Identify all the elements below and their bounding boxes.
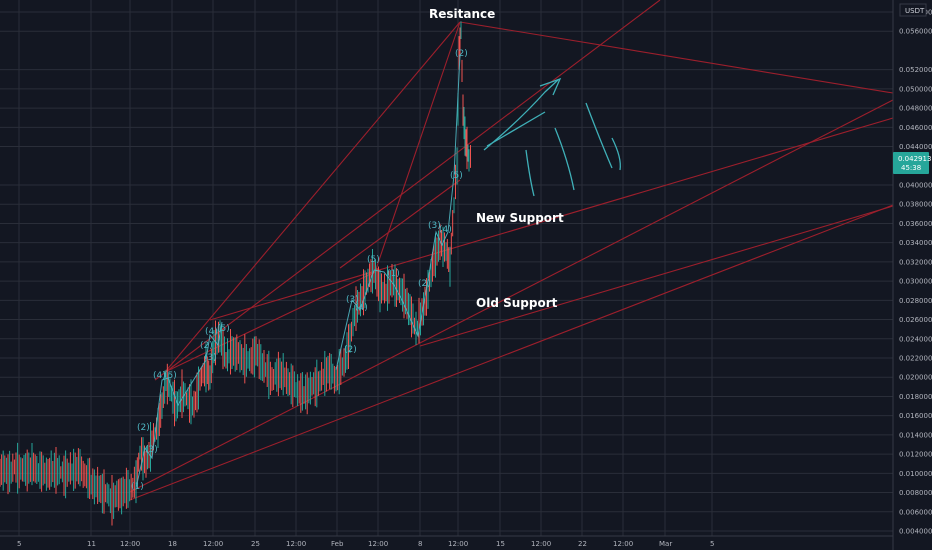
annotation-resistance: Resitance: [429, 7, 495, 21]
y-tick-label: 0.036000: [899, 220, 932, 228]
y-tick-label: 0.004000: [899, 528, 932, 536]
wave-label: (2): [455, 49, 468, 59]
x-tick-label: 12:00: [368, 540, 388, 548]
trendline: [164, 21, 461, 373]
x-tick-label: 12:00: [120, 540, 140, 548]
wave-label: (1): [131, 482, 144, 492]
wave-label: (2): [137, 423, 150, 433]
x-tick-label: 12:00: [531, 540, 551, 548]
wave-label: (5): [450, 171, 463, 181]
wave-label: (4): [153, 371, 166, 381]
y-tick-label: 0.044000: [899, 143, 932, 151]
y-tick-label: 0.024000: [899, 335, 932, 343]
wave-label: (2): [418, 279, 431, 289]
wave-label: (2): [200, 341, 213, 351]
annotation-new-support: New Support: [476, 211, 564, 225]
trendline: [154, 0, 661, 381]
y-tick-label: 0.012000: [899, 451, 932, 459]
trendline: [419, 205, 894, 347]
bar-countdown: 45:38: [901, 164, 921, 172]
up-arrow-shaft: [486, 111, 546, 147]
y-tick-label: 0.034000: [899, 239, 932, 247]
x-tick-label: 8: [418, 540, 422, 548]
wave-label: (3): [204, 353, 217, 363]
time-axis[interactable]: 5 11 12:00 18 12:00 25 12:00 Feb 12:00 8 12:00 15 12…: [17, 540, 714, 548]
y-tick-label: 0.046000: [899, 124, 932, 132]
x-tick-label: 5: [710, 540, 714, 548]
y-tick-label: 0.032000: [899, 258, 932, 266]
annotations: Resitance New Support Old Support: [429, 7, 564, 310]
y-tick-label: 0.040000: [899, 182, 932, 190]
wave-label: (4): [205, 327, 218, 337]
currency-label: USDT: [905, 7, 925, 15]
trendline: [339, 179, 461, 269]
x-tick-label: 15: [496, 540, 505, 548]
x-tick-label: 12:00: [448, 540, 468, 548]
y-tick-label: 0.018000: [899, 393, 932, 401]
wave-label: (3): [346, 295, 359, 305]
annotation-old-support: Old Support: [476, 296, 558, 310]
trendline: [374, 21, 461, 273]
wave-label: (3): [145, 445, 158, 455]
up-arrow-sketch: [483, 77, 562, 151]
x-tick-label: 12:00: [203, 540, 223, 548]
y-tick-label: 0.026000: [899, 316, 932, 324]
x-tick-label: 18: [168, 540, 177, 548]
trendline: [129, 99, 894, 493]
wave-label: (5): [217, 324, 230, 334]
x-tick-label: Feb: [331, 540, 344, 548]
pullback-stroke-1: [525, 149, 535, 197]
y-tick-label: 0.022000: [899, 355, 932, 363]
y-tick-label: 0.020000: [899, 374, 932, 382]
wave-label: (4): [355, 303, 368, 313]
last-price-box: [893, 152, 929, 174]
trendline: [164, 271, 376, 373]
trendlines: [129, 0, 894, 501]
pullback-stroke-3: [585, 102, 613, 169]
x-tick-label: 5: [17, 540, 21, 548]
y-tick-label: 0.006000: [899, 508, 932, 516]
y-tick-label: 0.016000: [899, 412, 932, 420]
x-tick-label: 25: [251, 540, 260, 548]
currency-badge[interactable]: USDT: [899, 3, 927, 17]
y-tick-label: 0.030000: [899, 278, 932, 286]
x-tick-label: Mar: [659, 540, 672, 548]
price-series: [0, 21, 471, 526]
pullback-stroke-2: [554, 127, 575, 191]
wave-count: (1)(2)(3)(4)(5)(2)(3)(4) (5)(2)(3)(4)(5)(…: [131, 49, 468, 492]
trendline: [209, 117, 894, 321]
projection-sketch: [483, 77, 621, 197]
trendline: [129, 204, 894, 501]
x-tick-label: 11: [87, 540, 96, 548]
last-price-value: 0.042913: [898, 155, 931, 163]
wave-label: (4): [439, 225, 452, 235]
price-axis[interactable]: 0.0580000.0560000.0520000.0500000.048000…: [899, 9, 932, 536]
wave-label: (1): [387, 269, 400, 279]
x-tick-label: 22: [578, 540, 587, 548]
y-tick-label: 0.008000: [899, 489, 932, 497]
y-tick-label: 0.056000: [899, 28, 932, 36]
y-tick-label: 0.010000: [899, 470, 932, 478]
wave-label: (3): [428, 221, 441, 231]
wave-label: (5): [164, 371, 177, 381]
wave-label: (2): [344, 345, 357, 355]
y-tick-label: 0.050000: [899, 85, 932, 93]
y-tick-label: 0.028000: [899, 297, 932, 305]
y-tick-label: 0.038000: [899, 201, 932, 209]
price-axis-panel[interactable]: [893, 0, 932, 550]
y-tick-label: 0.052000: [899, 66, 932, 74]
wave-label: (5): [367, 255, 380, 265]
x-tick-label: 12:00: [286, 540, 306, 548]
x-tick-label: 12:00: [613, 540, 633, 548]
pullback-stroke-4: [611, 137, 621, 171]
currency-box: [899, 3, 927, 17]
y-tick-label: 0.048000: [899, 105, 932, 113]
grid-lines: [0, 0, 893, 536]
y-tick-label: 0.014000: [899, 431, 932, 439]
last-price-badge: 0.042913 45:38: [893, 152, 931, 174]
wave-path: [135, 54, 461, 489]
trendline: [459, 21, 894, 94]
